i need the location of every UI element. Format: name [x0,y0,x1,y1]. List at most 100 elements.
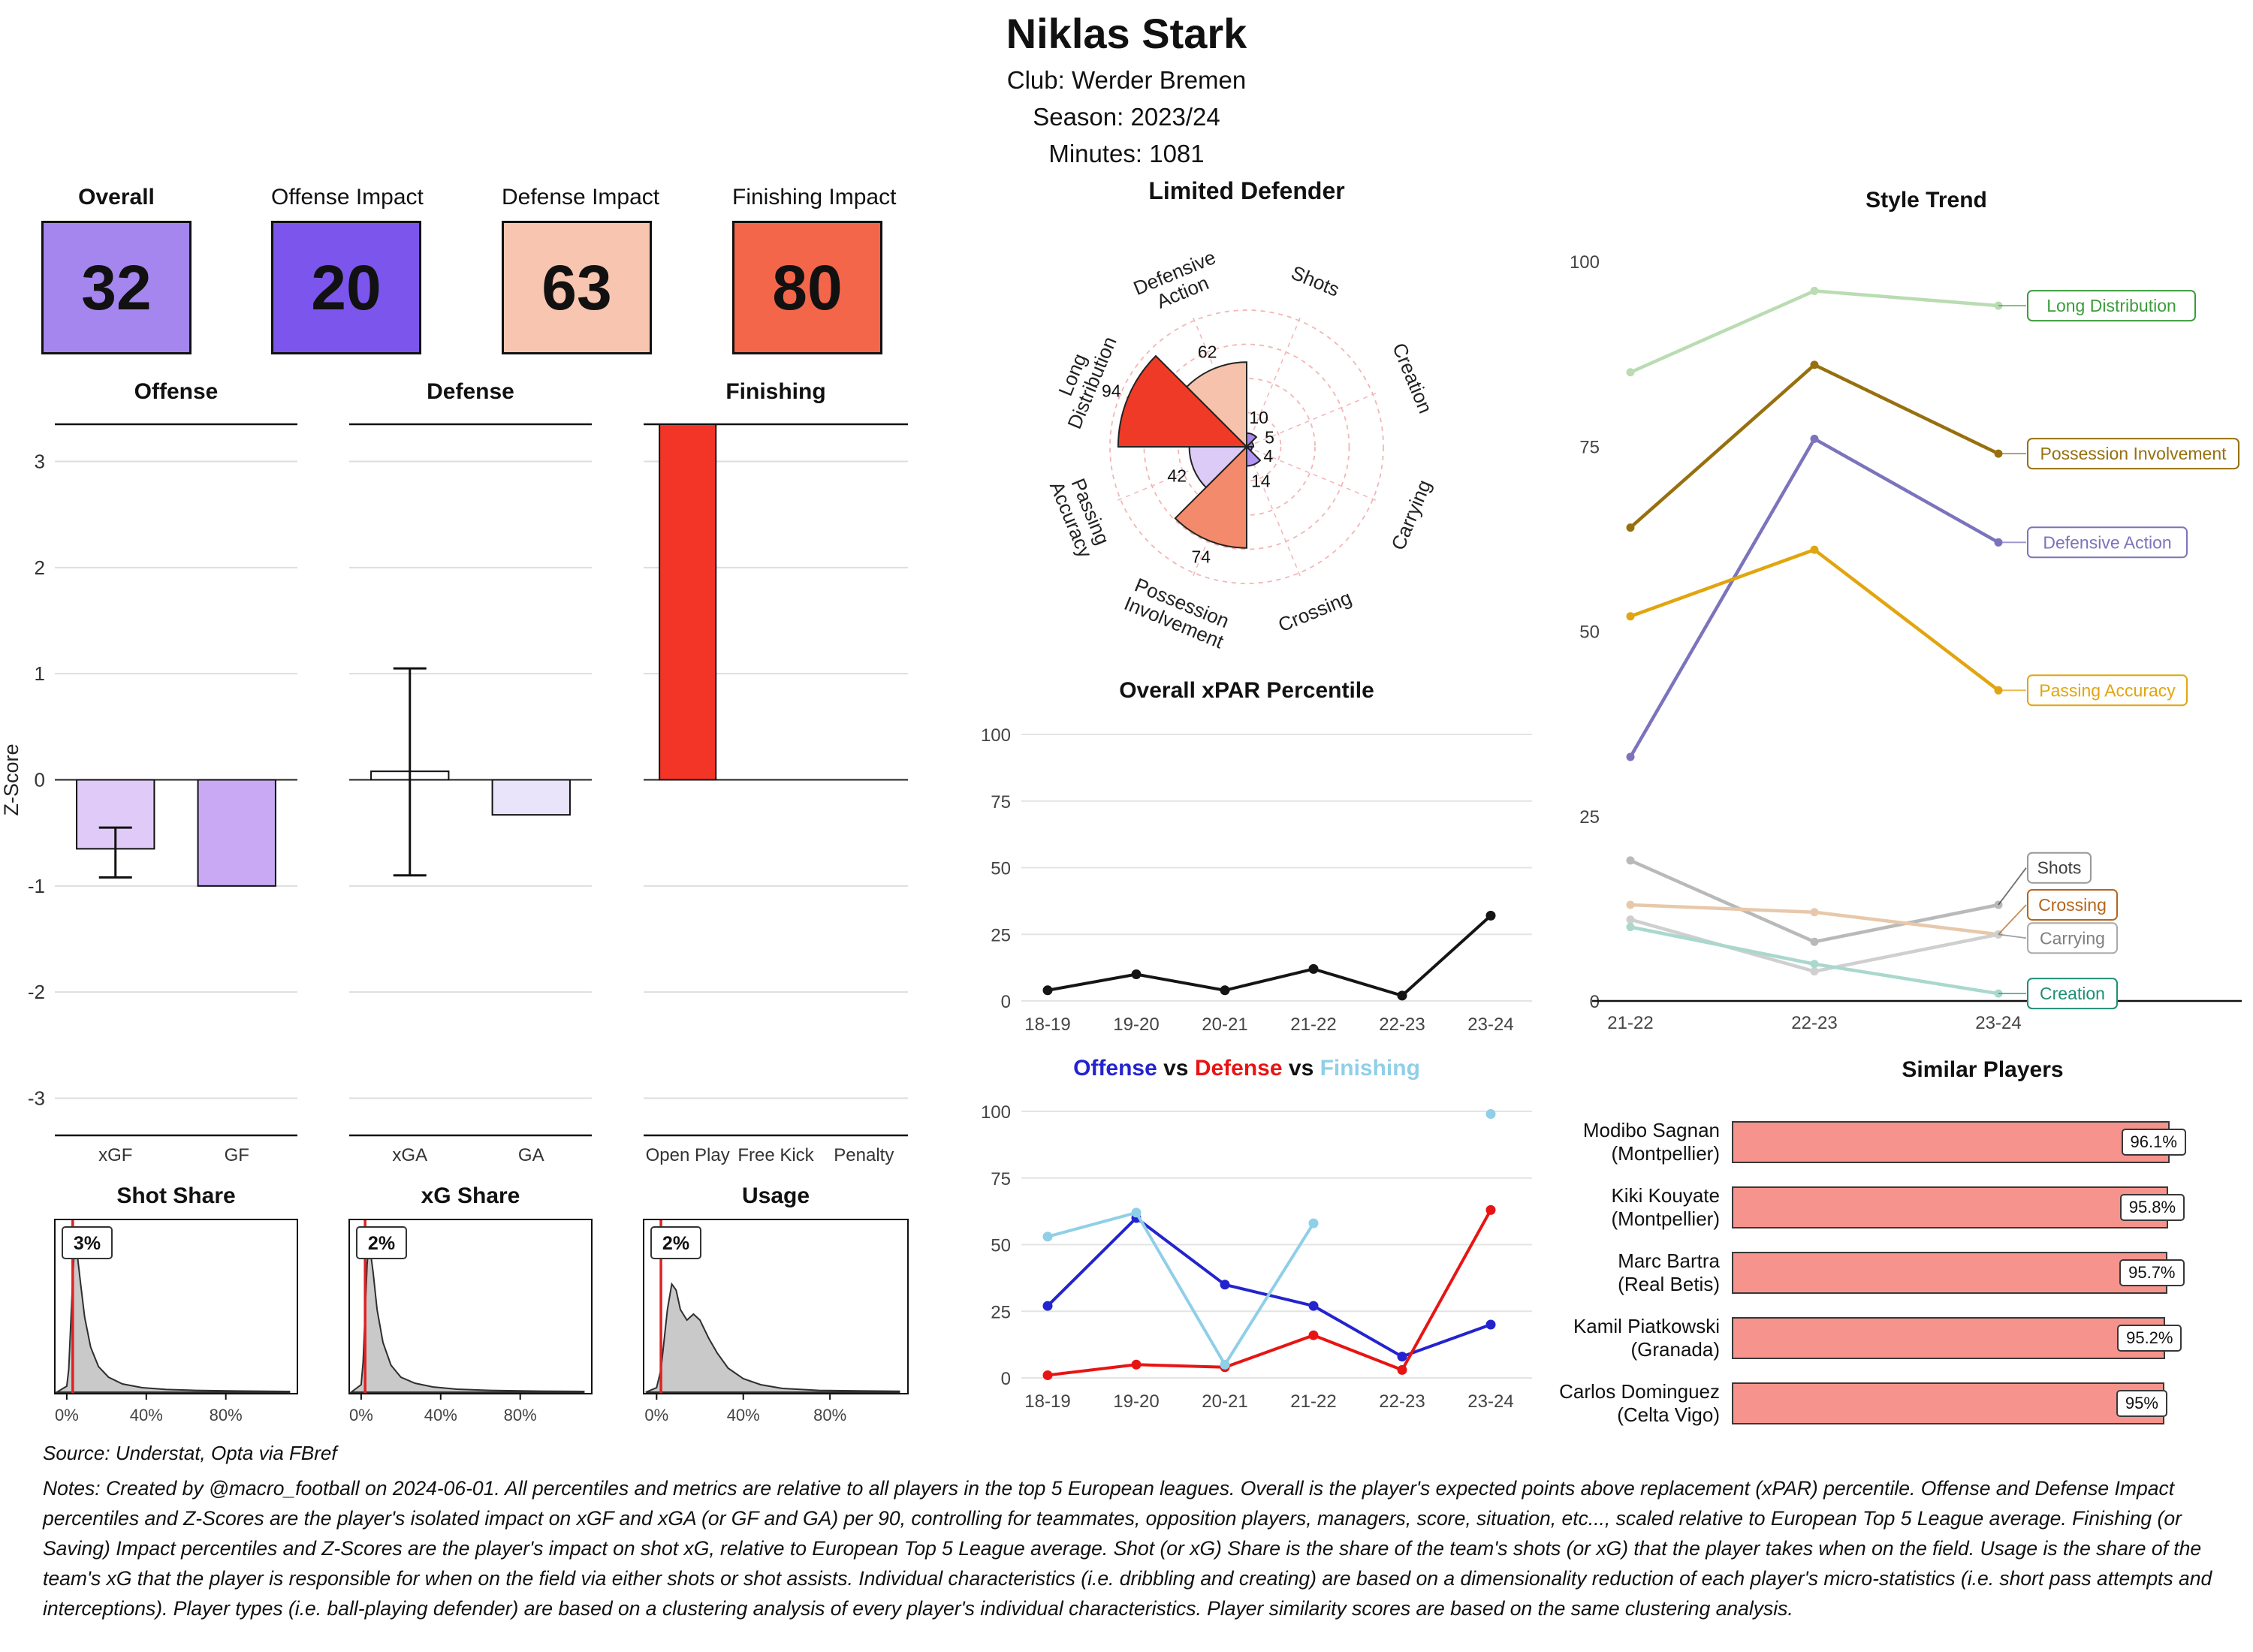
similar-players-list: Modibo Sagnan (Montpellier) 96.1% Kiki Kouy… [1427,1109,2253,1436]
ovd-title-vs2: vs [1282,1056,1320,1081]
finishing-panel-title: Finishing [725,379,826,404]
svg-text:PassingAccuracy: PassingAccuracy [1045,470,1117,561]
impact-finishing-label: Finishing Impact [732,185,897,210]
shot-share-title: Shot Share [116,1183,236,1208]
svg-text:23-24: 23-24 [1467,1014,1513,1035]
svg-text:-3: -3 [28,1087,45,1110]
svg-text:Shots: Shots [1288,261,1343,301]
svg-text:23-24: 23-24 [1975,1013,2021,1033]
similar-player-row: Kiki Kouyate (Montpellier) 95.8% [1427,1174,2253,1240]
svg-text:100: 100 [981,1102,1011,1123]
svg-text:40%: 40% [130,1406,163,1424]
svg-text:3%: 3% [74,1233,101,1254]
svg-text:PossessionInvolvement: PossessionInvolvement [1121,572,1235,653]
svg-text:80%: 80% [813,1406,846,1424]
svg-text:50: 50 [1579,623,1600,643]
svg-text:-2: -2 [28,981,45,1003]
svg-text:Free Kick: Free Kick [737,1145,814,1165]
impact-offense-value: 20 [271,221,421,354]
svg-text:22-23: 22-23 [1379,1014,1425,1035]
svg-text:18-19: 18-19 [1024,1014,1070,1035]
svg-text:4: 4 [1264,446,1274,466]
player-type-title: Limited Defender [1148,177,1345,204]
svg-text:2%: 2% [662,1233,689,1254]
svg-text:10: 10 [1249,408,1268,427]
ovd-title-finishing: Finishing [1320,1056,1420,1081]
svg-text:75: 75 [991,792,1011,812]
similarity-bar: 95.2% [1732,1316,2253,1360]
svg-text:Long Distribution: Long Distribution [2046,296,2176,315]
svg-text:75: 75 [991,1169,1011,1189]
svg-text:23-24: 23-24 [1467,1391,1513,1412]
similar-player-row: Kamil Piatkowski (Granada) 95.2% [1427,1305,2253,1370]
svg-text:25: 25 [991,1302,1011,1322]
svg-text:19-20: 19-20 [1113,1014,1159,1035]
club-line: Club: Werder Bremen [1006,66,1247,94]
svg-text:Crossing: Crossing [1275,586,1355,636]
svg-text:3: 3 [35,450,45,472]
svg-text:0: 0 [1590,992,1600,1012]
svg-text:0: 0 [1001,992,1011,1012]
impact-overall: Overall 32 [41,185,192,354]
svg-text:100: 100 [981,725,1011,746]
svg-text:Defensive Action: Defensive Action [2043,532,2171,552]
impact-finishing-value: 80 [732,221,882,354]
season-line: Season: 2023/24 [1033,103,1220,131]
similar-player-name: Modibo Sagnan (Montpellier) [1582,1118,1720,1165]
svg-text:0%: 0% [55,1406,79,1424]
similarity-value: 95.2% [2117,1324,2182,1352]
svg-text:14: 14 [1251,472,1271,491]
svg-text:21-22: 21-22 [1607,1013,1653,1033]
svg-text:Crossing: Crossing [2038,895,2107,915]
ovd-title-vs1: vs [1157,1056,1195,1081]
svg-text:62: 62 [1198,342,1217,362]
svg-text:Passing Accuracy: Passing Accuracy [2039,680,2176,700]
similar-player-name: Kiki Kouyate (Montpellier) [1611,1183,1720,1230]
svg-text:21-22: 21-22 [1290,1014,1336,1035]
similar-player-row: Modibo Sagnan (Montpellier) 96.1% [1427,1109,2253,1174]
defense-panel-title: Defense [427,379,514,404]
svg-text:Possession Involvement: Possession Involvement [2040,444,2227,463]
svg-text:100: 100 [1570,252,1600,273]
style-trend-chart: 0 25 50 75 100 21-22 22-23 23-24 Long Distributi… [1570,252,2242,1033]
similar-player-row: Carlos Dominguez (Celta Vigo) 95% [1427,1370,2253,1436]
impact-offense: Offense Impact 20 [271,185,424,354]
impact-defense-label: Defense Impact [502,185,660,210]
svg-text:25: 25 [991,925,1011,945]
offense-defense-finishing-chart: 0 25 50 75 100 18-19 19-20 20-21 21-22 22-23 23-24 [981,1102,1532,1412]
svg-text:GA: GA [518,1145,544,1165]
usage-title: Usage [741,1183,810,1208]
impact-offense-label: Offense Impact [271,185,424,210]
impact-defense-value: 63 [502,221,652,354]
impact-defense: Defense Impact 63 [502,185,660,354]
similar-player-name: Kamil Piatkowski (Granada) [1573,1314,1720,1361]
player-type-radar-chart: 62 DefensiveAction 10 Shots 5 Creation 4 Carryi… [1045,246,1437,653]
svg-text:2: 2 [35,556,45,579]
style-trend-title: Style Trend [1865,188,1987,213]
player-name-title: Niklas Stark [1006,10,1247,57]
similar-player-row: Marc Bartra (Real Betis) 95.7% [1427,1240,2253,1305]
svg-text:Penalty: Penalty [834,1145,894,1165]
similarity-value: 95% [2116,1389,2167,1417]
svg-text:21-22: 21-22 [1290,1391,1336,1412]
svg-text:0: 0 [1001,1369,1011,1389]
svg-text:40%: 40% [424,1406,457,1424]
svg-text:74: 74 [1191,547,1211,567]
svg-text:40%: 40% [727,1406,760,1424]
similarity-bar: 96.1% [1732,1120,2253,1164]
similarity-bar: 95.7% [1732,1251,2253,1295]
notes-text: Notes: Created by @macro_football on 202… [43,1477,2212,1620]
svg-text:Carrying: Carrying [2040,928,2105,948]
ovd-title-defense: Defense [1194,1056,1283,1081]
page-header: Niklas Stark Club: Werder Bremen Season:… [0,9,2253,168]
svg-text:Shots: Shots [2037,858,2082,878]
svg-text:22-23: 22-23 [1379,1391,1425,1412]
svg-text:xGA: xGA [392,1145,427,1165]
ovd-title-offense: Offense [1073,1056,1157,1081]
similarity-value: 95.8% [2119,1193,2185,1221]
svg-text:1: 1 [35,662,45,685]
svg-text:Carrying: Carrying [1386,477,1435,553]
svg-text:50: 50 [991,859,1011,879]
xg-share-title: xG Share [421,1183,520,1208]
svg-text:25: 25 [1579,807,1600,828]
